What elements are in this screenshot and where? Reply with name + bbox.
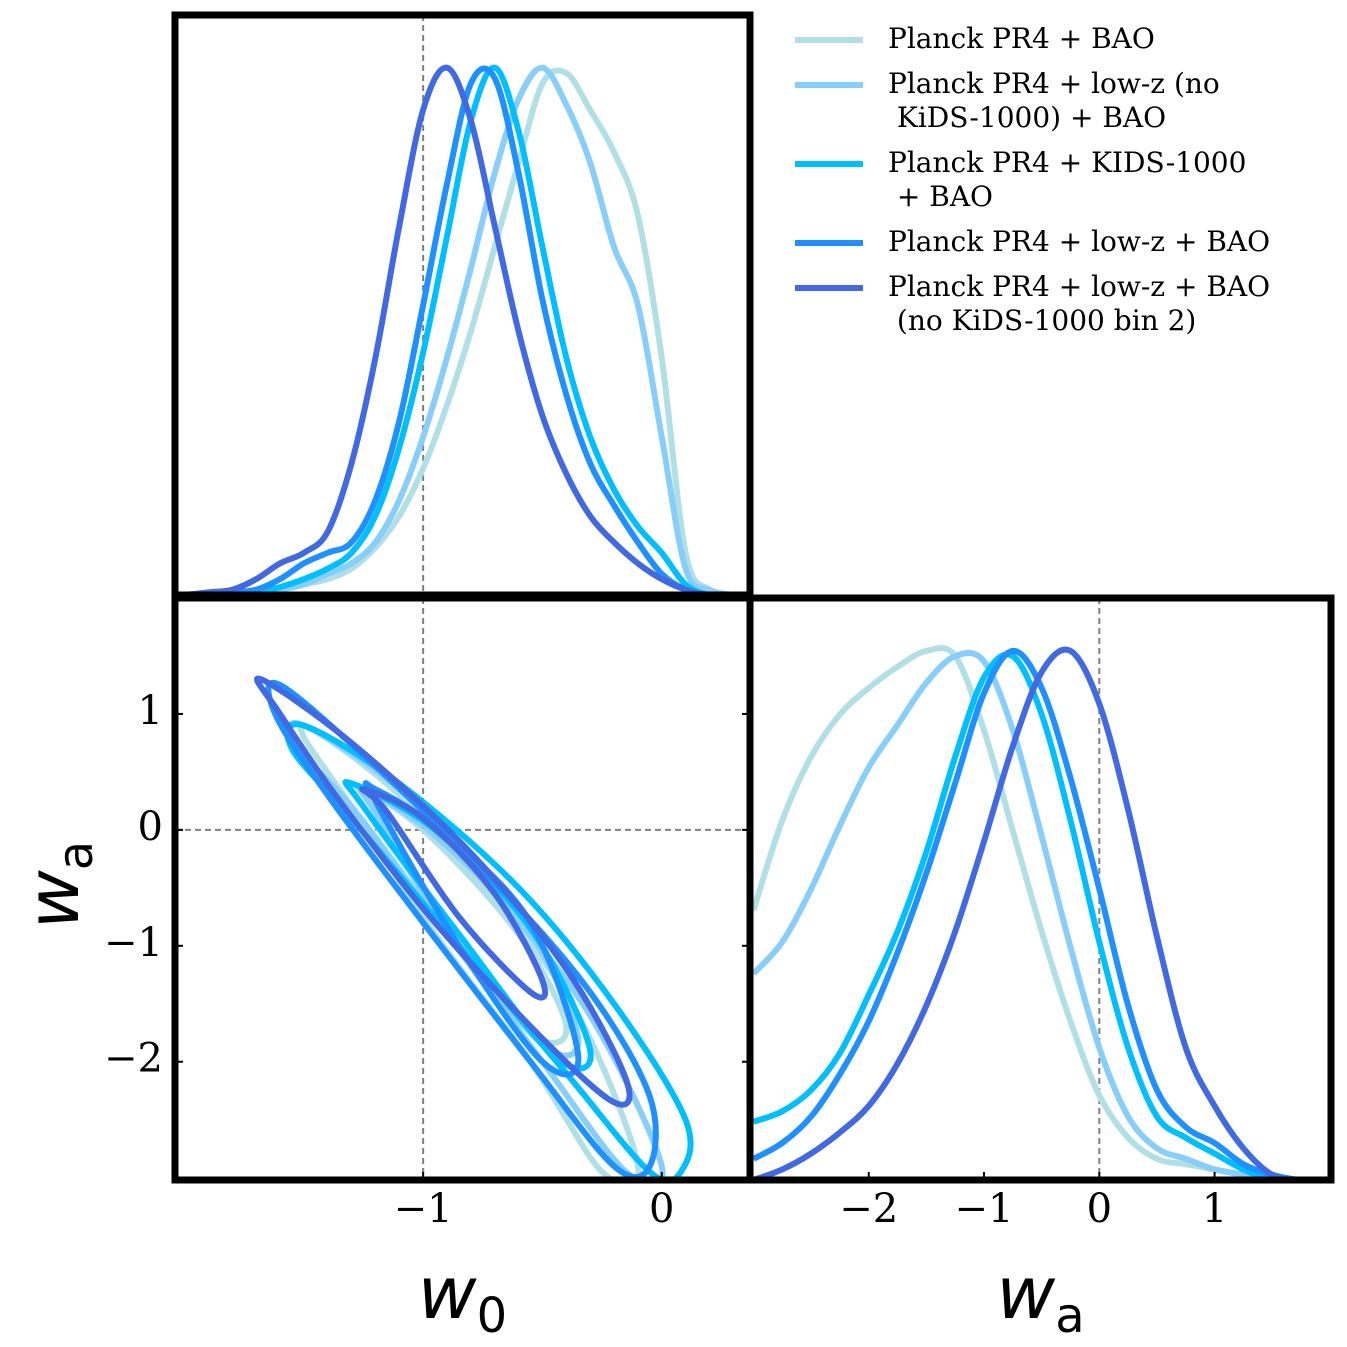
legend-label: Planck PR4 + low-z (no KiDS-1000) + BAO bbox=[888, 67, 1220, 134]
y-axis-label-sub: a bbox=[48, 841, 104, 870]
y-axis-label-base: w bbox=[11, 870, 95, 929]
contour bbox=[362, 780, 582, 1078]
legend-swatch bbox=[795, 82, 863, 88]
density-line bbox=[750, 644, 1330, 1180]
legend-entry: Planck PR4 + low-z + BAO (no KiDS-1000 b… bbox=[795, 270, 1270, 338]
x-tick-label: 0 bbox=[649, 1186, 674, 1232]
x-axis-label: w0 bbox=[418, 1251, 507, 1344]
x-axis-label-base: w bbox=[418, 1251, 477, 1335]
x-axis-label: wa bbox=[996, 1251, 1084, 1344]
x-tick-label: 1 bbox=[1202, 1186, 1227, 1232]
legend-entry: Planck PR4 + low-z + BAO bbox=[795, 225, 1270, 259]
contour bbox=[359, 786, 549, 1001]
x-tick-label: 0 bbox=[1087, 1186, 1112, 1232]
frame bbox=[746, 594, 1335, 1184]
density-line bbox=[752, 647, 1330, 1180]
contour bbox=[253, 675, 633, 1108]
x-tick-label: −1 bbox=[394, 1186, 453, 1232]
density-line bbox=[751, 649, 1330, 1180]
legend-entry: Planck PR4 + KIDS-1000 + BAO bbox=[795, 146, 1270, 214]
density-line bbox=[184, 64, 734, 595]
density-line bbox=[752, 651, 1330, 1180]
legend-swatch bbox=[795, 285, 863, 291]
plot-area bbox=[184, 15, 734, 595]
y-axis-label: wa bbox=[11, 841, 104, 929]
legend-swatch bbox=[795, 37, 863, 43]
y-tick-label: −2 bbox=[104, 1036, 163, 1082]
density-line bbox=[184, 64, 734, 595]
y-tick-label: 0 bbox=[138, 804, 163, 850]
y-tick-label: 1 bbox=[138, 688, 163, 734]
y-tick-label: −1 bbox=[104, 920, 163, 966]
legend-label: Planck PR4 + KIDS-1000 + BAO bbox=[888, 146, 1247, 213]
legend-entry: Planck PR4 + low-z (no KiDS-1000) + BAO bbox=[795, 67, 1270, 135]
density-line bbox=[752, 646, 1330, 1180]
legend-label: Planck PR4 + BAO bbox=[888, 22, 1155, 55]
plot-area bbox=[750, 598, 1330, 1180]
x-axis-label-sub: 0 bbox=[477, 1288, 508, 1344]
density-line bbox=[184, 64, 734, 595]
density-line bbox=[184, 67, 734, 595]
contour bbox=[265, 679, 659, 1180]
x-tick-label: −2 bbox=[839, 1186, 898, 1232]
x-tick-label: −1 bbox=[955, 1186, 1014, 1232]
legend: Planck PR4 + BAO Planck PR4 + low-z (no K… bbox=[795, 22, 1270, 349]
x-axis-label-base: w bbox=[996, 1251, 1055, 1335]
legend-label: Planck PR4 + low-z + BAO (no KiDS-1000 b… bbox=[888, 270, 1271, 337]
legend-label: Planck PR4 + low-z + BAO bbox=[888, 225, 1271, 258]
density-line bbox=[184, 65, 734, 595]
legend-swatch bbox=[795, 240, 863, 246]
legend-swatch bbox=[795, 161, 863, 167]
x-axis-label-sub: a bbox=[1055, 1288, 1084, 1344]
plot-area bbox=[175, 598, 750, 1180]
legend-entry: Planck PR4 + BAO bbox=[795, 22, 1270, 56]
